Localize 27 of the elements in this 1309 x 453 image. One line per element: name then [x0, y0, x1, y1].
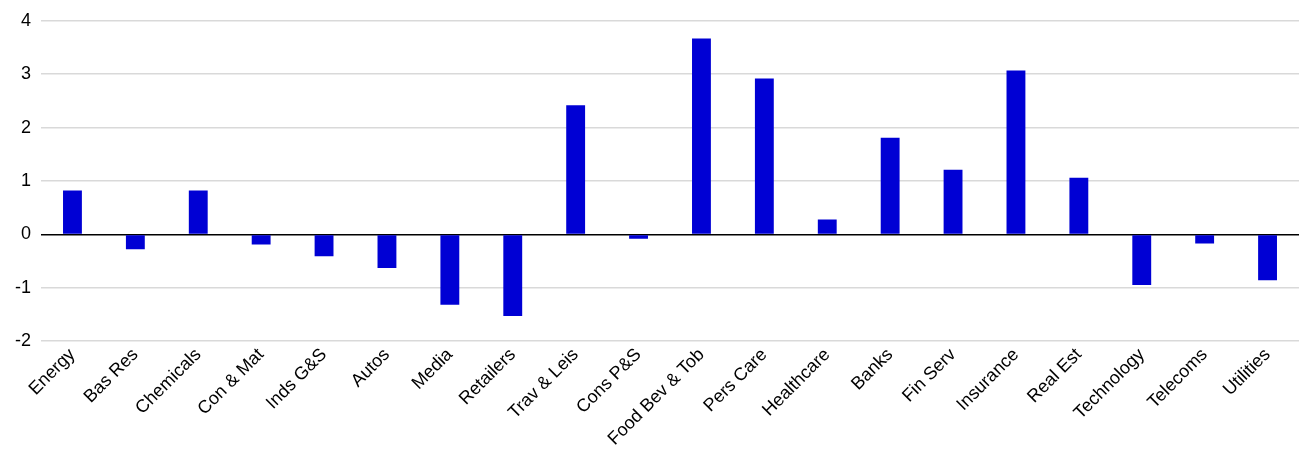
bar	[692, 38, 711, 234]
y-tick-label: 1	[20, 169, 31, 190]
bar	[1195, 235, 1215, 244]
bar	[1006, 70, 1026, 234]
bar	[880, 137, 900, 234]
bar	[188, 190, 208, 234]
y-tick-label: 3	[20, 63, 31, 84]
bar	[817, 219, 837, 234]
bar	[503, 235, 523, 317]
y-tick-label: 0	[20, 223, 31, 244]
bar	[440, 235, 460, 305]
bar	[125, 235, 145, 250]
y-tick-label: 4	[20, 9, 31, 30]
bar	[1258, 235, 1277, 281]
y-tick-label: 2	[20, 116, 31, 137]
bar	[377, 235, 397, 269]
bar	[251, 235, 271, 245]
bar	[1132, 235, 1152, 286]
bar	[754, 78, 774, 234]
bar	[1069, 177, 1089, 234]
bar	[943, 169, 963, 234]
bar	[566, 105, 586, 234]
bar	[314, 235, 334, 257]
y-tick-label: -1	[14, 276, 31, 297]
y-tick-label: -2	[14, 330, 31, 351]
bar	[63, 190, 82, 234]
bar	[629, 235, 648, 239]
